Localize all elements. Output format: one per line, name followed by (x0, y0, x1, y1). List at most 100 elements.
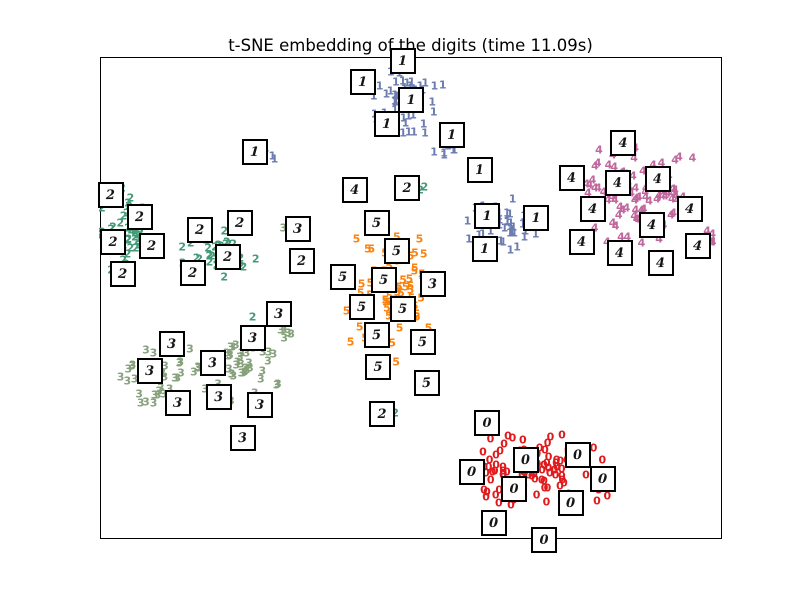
digit-image-thumbnail-1: 1 (398, 87, 424, 113)
digit-image-thumbnail-4: 4 (559, 165, 585, 191)
scatter-point-digit-4: 4 (608, 190, 616, 204)
scatter-point-digit-4: 4 (661, 189, 670, 203)
digit-image-thumbnail-0: 0 (590, 466, 616, 492)
scatter-point-digit-3: 3 (226, 340, 235, 354)
scatter-point-digit-1: 1 (438, 78, 447, 92)
scatter-point-digit-0: 0 (495, 483, 504, 497)
digit-image-thumbnail-3: 3 (285, 216, 311, 242)
scatter-point-digit-1: 1 (503, 206, 511, 220)
scatter-point-digit-0: 0 (488, 465, 497, 478)
handwritten-digit-glyph: 5 (372, 327, 382, 343)
scatter-point-digit-4: 4 (631, 181, 640, 194)
handwritten-digit-glyph: 4 (692, 238, 704, 254)
scatter-point-digit-4: 4 (595, 143, 603, 157)
scatter-point-digit-4: 4 (599, 185, 608, 199)
scatter-point-digit-1: 1 (465, 232, 473, 246)
scatter-point-digit-2: 2 (126, 191, 135, 205)
scatter-point-digit-2: 2 (420, 180, 429, 194)
scatter-point-digit-4: 4 (708, 227, 717, 241)
scatter-point-digit-3: 3 (279, 221, 288, 235)
digit-image-thumbnail-5: 5 (364, 322, 390, 348)
scatter-point-digit-4: 4 (707, 235, 716, 248)
scatter-point-digit-1: 1 (531, 227, 540, 241)
scatter-point-digit-1: 1 (392, 89, 401, 103)
digit-image-thumbnail-5: 5 (371, 267, 397, 293)
digit-image-thumbnail-3: 3 (165, 390, 191, 416)
scatter-point-digit-3: 3 (239, 366, 247, 380)
handwritten-digit-glyph: 2 (297, 253, 307, 269)
scatter-point-digit-2: 2 (416, 183, 424, 197)
scatter-point-digit-3: 3 (287, 327, 296, 341)
scatter-point-digit-3: 3 (237, 366, 246, 380)
scatter-point-digit-4: 4 (658, 189, 667, 203)
digit-image-thumbnail-3: 3 (200, 350, 226, 376)
scatter-point-digit-3: 3 (284, 326, 292, 340)
scatter-point-digit-4: 4 (667, 208, 675, 222)
scatter-point-digit-1: 1 (508, 224, 516, 238)
handwritten-digit-glyph: 4 (647, 217, 657, 233)
scatter-point-digit-4: 4 (653, 192, 661, 206)
scatter-point-digit-1: 1 (428, 95, 437, 108)
scatter-point-digit-1: 1 (392, 93, 400, 107)
scatter-point-digit-5: 5 (395, 321, 404, 335)
digit-image-thumbnail-4: 4 (580, 196, 606, 222)
scatter-point-digit-1: 1 (421, 76, 430, 90)
scatter-point-digit-3: 3 (130, 372, 139, 386)
scatter-point-digit-1: 1 (429, 105, 438, 119)
scatter-point-digit-1: 1 (268, 149, 277, 162)
scatter-point-digit-1: 1 (369, 89, 378, 103)
scatter-point-digit-1: 1 (416, 79, 425, 92)
scatter-point-digit-3: 3 (176, 355, 185, 369)
scatter-point-digit-2: 2 (205, 249, 214, 262)
digit-image-thumbnail-4: 4 (607, 240, 633, 266)
scatter-point-digit-0: 0 (486, 432, 495, 446)
scatter-point-digit-0: 0 (482, 466, 490, 479)
scatter-point-digit-0: 0 (490, 464, 499, 478)
scatter-point-digit-4: 4 (630, 193, 639, 207)
handwritten-digit-glyph: 1 (447, 127, 457, 143)
handwritten-digit-glyph: 1 (249, 144, 261, 160)
handwritten-digit-glyph: 1 (480, 241, 490, 257)
scatter-point-digit-3: 3 (142, 343, 150, 357)
scatter-point-digit-0: 0 (558, 473, 567, 486)
scatter-point-digit-4: 4 (632, 191, 641, 205)
scatter-point-digit-4: 4 (611, 193, 619, 207)
scatter-point-digit-0: 0 (530, 472, 539, 486)
scatter-point-digit-0: 0 (540, 481, 549, 495)
scatter-point-digit-2: 2 (131, 226, 139, 240)
scatter-point-digit-1: 1 (430, 79, 439, 93)
scatter-point-digit-3: 3 (124, 362, 133, 376)
scatter-point-digit-2: 2 (124, 232, 133, 246)
scatter-point-digit-4: 4 (639, 202, 648, 216)
scatter-point-digit-2: 2 (123, 207, 131, 218)
scatter-point-digit-5: 5 (381, 293, 390, 307)
handwritten-digit-glyph: 3 (248, 330, 258, 346)
scatter-point-digit-0: 0 (540, 474, 548, 488)
scatter-point-digit-3: 3 (150, 388, 159, 402)
scatter-point-digit-0: 0 (483, 485, 491, 499)
handwritten-digit-glyph: 2 (108, 234, 118, 250)
handwritten-digit-glyph: 0 (539, 532, 549, 548)
scatter-point-digit-0: 0 (553, 460, 561, 474)
scatter-point-digit-0: 0 (542, 456, 551, 470)
scatter-point-digit-1: 1 (450, 143, 459, 157)
scatter-point-digit-3: 3 (280, 331, 289, 345)
digit-image-thumbnail-5: 5 (365, 354, 391, 380)
scatter-point-digit-1: 1 (508, 192, 517, 206)
scatter-point-digit-4: 4 (639, 164, 647, 178)
scatter-point-digit-5: 5 (386, 291, 394, 302)
digit-image-thumbnail-1: 1 (472, 236, 498, 262)
scatter-point-digit-0: 0 (557, 462, 566, 476)
scatter-point-digit-5: 5 (399, 273, 407, 287)
scatter-point-digit-5: 5 (411, 246, 419, 260)
scatter-point-digit-1: 1 (440, 148, 448, 162)
scatter-point-digit-5: 5 (410, 264, 419, 278)
scatter-point-digit-3: 3 (128, 358, 137, 372)
handwritten-digit-glyph: 2 (106, 187, 116, 203)
scatter-point-digit-0: 0 (518, 433, 527, 447)
handwritten-digit-glyph: 3 (172, 395, 184, 411)
scatter-point-digit-4: 4 (641, 185, 650, 199)
handwritten-digit-glyph: 3 (167, 336, 177, 352)
scatter-point-digit-0: 0 (542, 495, 551, 509)
digit-image-thumbnail-1: 1 (374, 111, 400, 137)
